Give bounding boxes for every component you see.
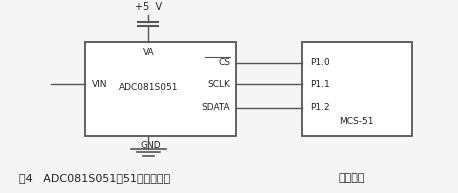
Bar	[302, 42, 412, 136]
Text: 口原理图: 口原理图	[338, 173, 365, 183]
Text: VA: VA	[142, 48, 154, 57]
Text: 图4   ADC081S051乕51系列单片机: 图4 ADC081S051乕51系列单片机	[19, 173, 170, 183]
Bar	[85, 42, 236, 136]
Text: ADC081S051: ADC081S051	[119, 83, 178, 91]
Text: CS: CS	[218, 58, 230, 67]
Text: MCS-51: MCS-51	[339, 117, 374, 126]
Text: SDATA: SDATA	[202, 103, 230, 112]
Text: VIN: VIN	[92, 80, 108, 89]
Text: GND: GND	[141, 141, 161, 150]
Text: P1.2: P1.2	[310, 103, 330, 112]
Text: P1.0: P1.0	[310, 58, 330, 67]
Text: P1.1: P1.1	[310, 80, 330, 89]
Text: SCLK: SCLK	[207, 80, 230, 89]
Text: +5  V: +5 V	[135, 2, 162, 12]
